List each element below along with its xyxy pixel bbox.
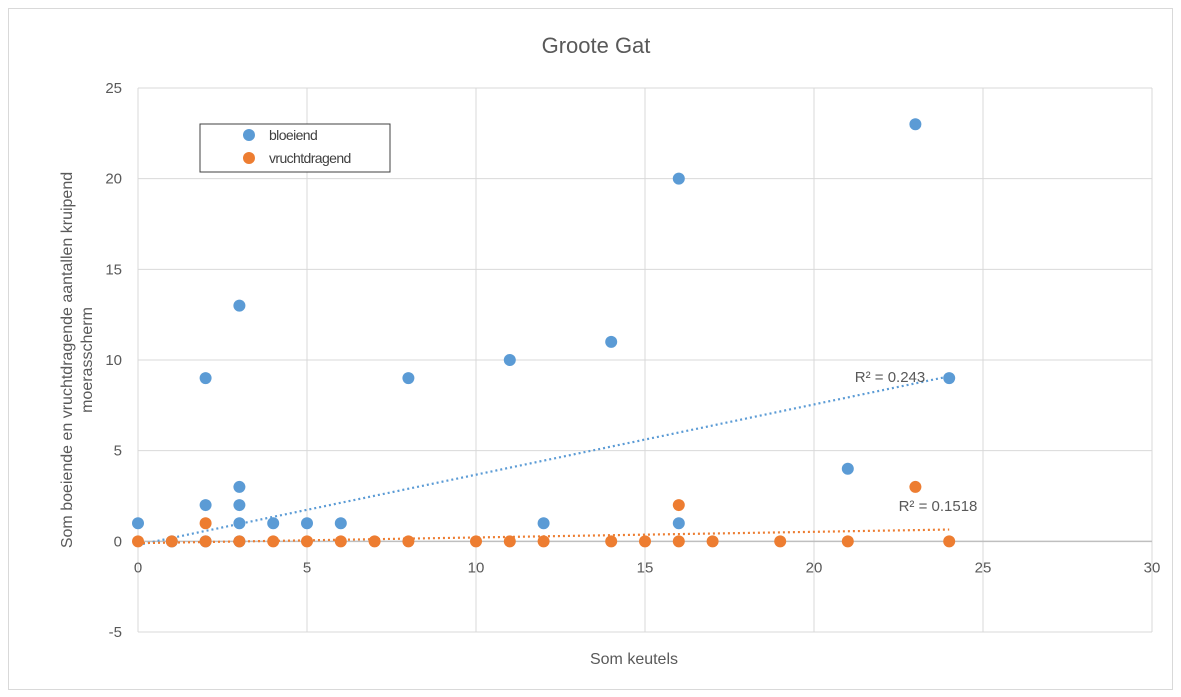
vruchtdragend-point — [909, 480, 922, 493]
vruchtdragend-point — [199, 517, 212, 530]
vruchtdragend-point — [537, 535, 550, 548]
data-points — [132, 118, 956, 548]
vruchtdragend-legend-label: vruchtdragend — [269, 150, 351, 166]
bloeiend-point — [402, 372, 415, 385]
bloeiend-point — [909, 118, 922, 131]
vruchtdragend-point — [605, 535, 618, 548]
legend: bloeiend vruchtdragend — [199, 123, 391, 173]
legend-box — [199, 123, 391, 173]
bloeiend-point — [334, 517, 347, 530]
bloeiend-point — [301, 517, 313, 530]
x-axis-title: Som keutels — [590, 651, 678, 668]
y-tick-label: 25 — [105, 80, 122, 97]
y-tick-label: -5 — [109, 624, 122, 641]
vruchtdragend-point — [672, 499, 685, 512]
y-tick-label: 20 — [105, 171, 122, 188]
y-tick-label: 5 — [114, 443, 122, 460]
bloeiend-point — [537, 517, 550, 530]
chart-title: Groote Gat — [542, 33, 651, 58]
vruchtdragend-point — [943, 535, 956, 548]
vruchtdragend-point — [199, 535, 212, 548]
axes: 0 5 10 15 20 25 30 -5 0 5 10 15 20 25 — [105, 80, 1160, 641]
bloeiend-point — [605, 335, 618, 348]
y-axis-title: Som boeiende en vruchtdragende aantallen… — [59, 172, 96, 548]
bloeiend-point — [233, 480, 246, 493]
vruchtdragend-point — [301, 535, 313, 548]
vruchtdragend-point — [165, 535, 178, 548]
x-tick-label: 20 — [806, 559, 823, 576]
bloeiend-point — [233, 499, 246, 512]
vruchtdragend-point — [368, 535, 381, 548]
bloeiend-point — [943, 372, 956, 385]
bloeiend-legend-marker — [243, 129, 255, 141]
y-tick-label: 10 — [105, 352, 122, 369]
bloeiend-point — [503, 354, 516, 366]
bloeiend-trendline — [137, 375, 950, 547]
x-tick-label: 5 — [303, 559, 311, 576]
vruchtdragend-point — [672, 535, 685, 548]
vruchtdragend-point — [774, 535, 787, 548]
bloeiend-point — [132, 517, 144, 530]
vruchtdragend-legend-marker — [243, 152, 255, 164]
vruchtdragend-point — [267, 535, 280, 548]
vruchtdragend-point — [706, 535, 719, 548]
vruchtdragend-point — [639, 535, 651, 548]
x-tick-label: 10 — [468, 559, 485, 576]
bloeiend-r2-label: R² = 0.243 — [855, 369, 925, 386]
bloeiend-point — [199, 499, 212, 512]
bloeiend-point — [199, 372, 212, 385]
y-axis-title-line-2: moerasscherm — [79, 307, 96, 413]
y-axis-title-line-1: Som boeiende en vruchtdragende aantallen… — [59, 172, 76, 548]
vruchtdragend-point — [233, 535, 246, 548]
vruchtdragend-r2-label: R² = 0.1518 — [899, 498, 978, 515]
vruchtdragend-point — [470, 535, 482, 548]
x-tick-label: 15 — [637, 559, 654, 576]
vruchtdragend-point — [503, 535, 516, 548]
bloeiend-point — [672, 517, 685, 530]
vruchtdragend-point — [402, 535, 415, 548]
y-tick-label: 15 — [105, 261, 122, 278]
bloeiend-legend-label: bloeiend — [269, 127, 317, 143]
chart-frame — [8, 8, 1173, 690]
bloeiend-point — [672, 172, 685, 185]
bloeiend-point — [233, 299, 246, 312]
vruchtdragend-point — [334, 535, 347, 548]
y-tick-label: 0 — [114, 533, 122, 550]
r2-labels: R² = 0.243 R² = 0.1518 — [855, 369, 978, 515]
vruchtdragend-point — [841, 535, 854, 548]
bloeiend-point — [841, 462, 854, 475]
x-tick-label: 30 — [1144, 559, 1161, 576]
bloeiend-point — [233, 517, 246, 530]
x-tick-label: 25 — [975, 559, 992, 576]
x-tick-label: 0 — [134, 559, 142, 576]
bloeiend-point — [267, 517, 280, 530]
vruchtdragend-point — [132, 535, 144, 548]
